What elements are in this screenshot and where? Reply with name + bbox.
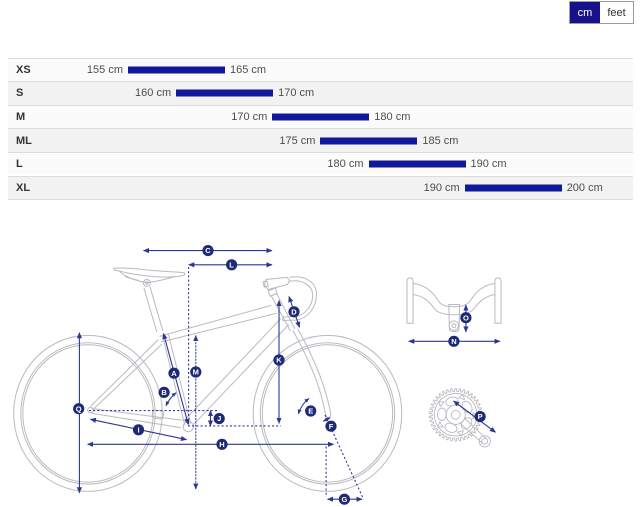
svg-text:Q: Q: [76, 404, 82, 413]
svg-text:P: P: [478, 412, 483, 421]
svg-text:E: E: [308, 407, 313, 416]
svg-text:B: B: [161, 388, 167, 397]
svg-text:A: A: [171, 369, 177, 378]
svg-text:L: L: [229, 260, 234, 269]
svg-text:K: K: [276, 356, 282, 365]
svg-text:N: N: [451, 337, 456, 346]
svg-text:O: O: [463, 313, 469, 322]
svg-text:H: H: [219, 440, 224, 449]
svg-text:G: G: [341, 495, 347, 504]
svg-text:D: D: [291, 307, 297, 316]
svg-text:I: I: [137, 425, 139, 434]
svg-text:M: M: [193, 368, 199, 377]
svg-text:F: F: [329, 422, 334, 431]
svg-text:J: J: [217, 414, 221, 423]
svg-text:C: C: [205, 246, 211, 255]
